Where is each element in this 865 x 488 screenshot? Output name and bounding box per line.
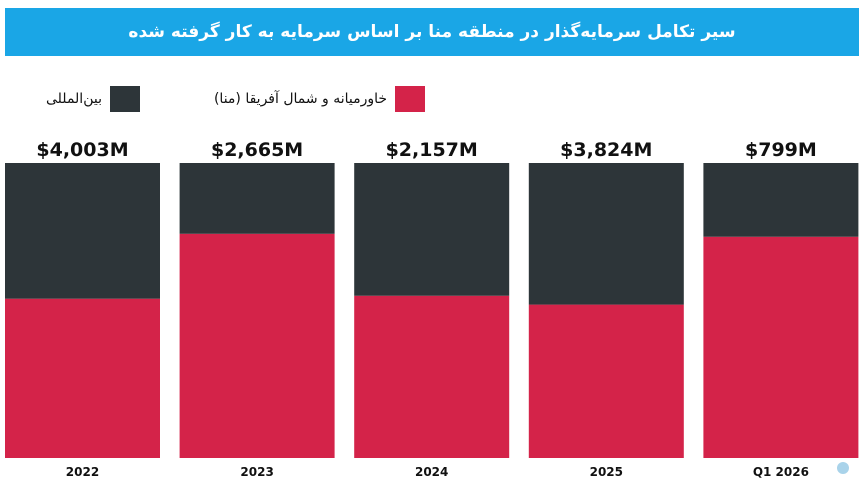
legend-label-international: بین‌المللی	[46, 91, 102, 107]
legend-swatch-mena	[395, 86, 426, 112]
bar-segment-mena-3	[528, 304, 684, 458]
x-tick-label: Q1 2026	[753, 465, 809, 479]
bar-segment-international-0	[5, 163, 160, 299]
bar-segment-mena-2	[354, 295, 510, 458]
bar-segment-international-1	[179, 163, 335, 234]
bar-total-label: $2,157M	[386, 139, 478, 161]
watermark-logo	[837, 462, 849, 474]
legend-item-mena: خاورمیانه و شمال آفریقا (منا)	[213, 86, 426, 112]
bar-total-label: $3,824M	[560, 139, 652, 161]
bar-total-label: $4,003M	[36, 139, 128, 161]
bar-segment-mena-1	[179, 233, 335, 458]
legend-swatch-international	[109, 86, 140, 112]
x-tick-label: 2022	[66, 465, 99, 479]
x-tick-label: 2025	[590, 465, 623, 479]
chart-title: سیر تکامل سرمایه‌گذار در منطقه منا بر اس…	[5, 8, 859, 56]
bar-segment-mena-0	[5, 298, 160, 458]
x-tick-label: 2023	[240, 465, 273, 479]
logo-icon	[837, 462, 849, 474]
x-tick-label: 2024	[415, 465, 448, 479]
legend: خاورمیانه و شمال آفریقا (منا) بین‌المللی	[46, 86, 426, 112]
bar-segment-international-2	[354, 163, 510, 296]
legend-item-international: بین‌المللی	[46, 86, 140, 112]
bar-total-label: $799M	[745, 139, 817, 161]
bar-segment-mena-4	[703, 236, 859, 458]
legend-label-mena: خاورمیانه و شمال آفریقا (منا)	[213, 91, 388, 107]
bar-segment-international-4	[703, 163, 859, 237]
bar-total-label: $2,665M	[211, 139, 303, 161]
bar-segment-international-3	[528, 163, 684, 305]
